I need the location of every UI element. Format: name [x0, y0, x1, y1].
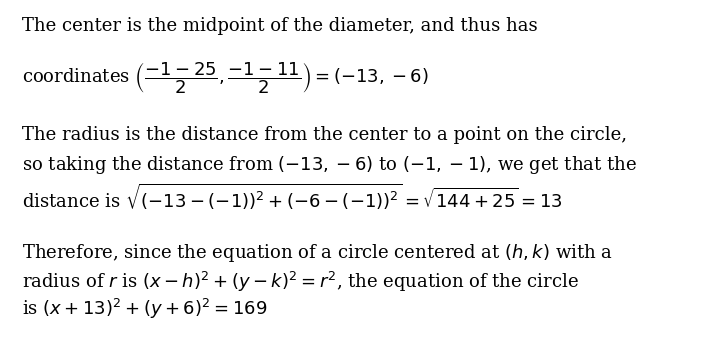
Text: so taking the distance from $(-13, -6)$ to $(-1, -1)$, we get that the: so taking the distance from $(-13, -6)$ … [22, 154, 636, 176]
Text: is $(x+13)^2 + (y+6)^2 = 169$: is $(x+13)^2 + (y+6)^2 = 169$ [22, 297, 267, 321]
Text: The center is the midpoint of the diameter, and thus has: The center is the midpoint of the diamet… [22, 17, 537, 35]
Text: coordinates $\left(\dfrac{-1-25}{2}, \dfrac{-1-11}{2}\right) = (-13, -6)$: coordinates $\left(\dfrac{-1-25}{2}, \df… [22, 60, 428, 96]
Text: radius of $r$ is $(x-h)^2 + (y-k)^2 = r^2$, the equation of the circle: radius of $r$ is $(x-h)^2 + (y-k)^2 = r^… [22, 269, 578, 293]
Text: Therefore, since the equation of a circle centered at $(h, k)$ with a: Therefore, since the equation of a circl… [22, 242, 613, 264]
Text: The radius is the distance from the center to a point on the circle,: The radius is the distance from the cent… [22, 126, 626, 144]
Text: distance is $\sqrt{(-13-(-1))^2+(-6-(-1))^2} = \sqrt{144+25} = 13$: distance is $\sqrt{(-13-(-1))^2+(-6-(-1)… [22, 182, 562, 212]
